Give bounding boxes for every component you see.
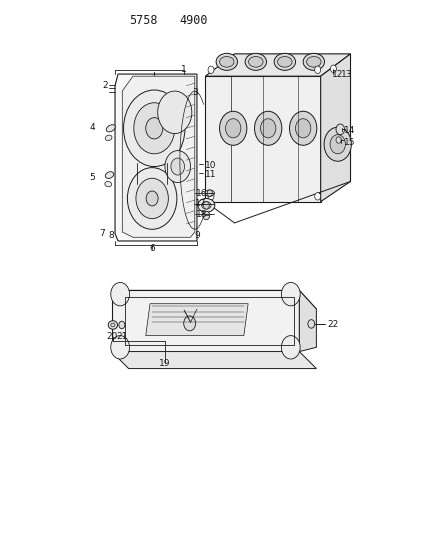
Text: 18: 18 <box>196 210 208 219</box>
Text: 8: 8 <box>109 231 114 240</box>
Polygon shape <box>205 54 351 76</box>
Circle shape <box>165 151 190 182</box>
Ellipse shape <box>106 125 115 132</box>
Circle shape <box>207 190 212 196</box>
Circle shape <box>281 282 300 306</box>
Text: 20: 20 <box>107 332 118 341</box>
Circle shape <box>208 192 214 200</box>
Text: 3: 3 <box>192 87 198 96</box>
Text: 21: 21 <box>116 332 128 341</box>
Circle shape <box>146 191 158 206</box>
Circle shape <box>336 124 345 135</box>
Ellipse shape <box>245 53 267 70</box>
Circle shape <box>134 103 175 154</box>
Text: 11: 11 <box>205 170 216 179</box>
Ellipse shape <box>220 56 234 67</box>
Circle shape <box>226 119 241 138</box>
Text: 6: 6 <box>149 245 155 254</box>
Text: 7: 7 <box>99 229 105 238</box>
Circle shape <box>171 158 184 175</box>
Circle shape <box>203 211 210 220</box>
Circle shape <box>315 192 321 200</box>
Text: 13: 13 <box>342 70 353 78</box>
Ellipse shape <box>306 56 321 67</box>
Circle shape <box>261 119 276 138</box>
Circle shape <box>330 135 345 154</box>
Text: 5758: 5758 <box>129 14 157 27</box>
Circle shape <box>336 137 341 143</box>
Text: 15: 15 <box>344 138 356 147</box>
Polygon shape <box>299 290 316 352</box>
Ellipse shape <box>108 321 118 329</box>
Circle shape <box>111 336 130 359</box>
Ellipse shape <box>198 198 215 212</box>
Circle shape <box>220 111 247 146</box>
Text: 9: 9 <box>194 231 200 240</box>
Text: 12: 12 <box>332 70 343 78</box>
Circle shape <box>315 66 321 74</box>
Ellipse shape <box>202 201 211 209</box>
Ellipse shape <box>278 56 292 67</box>
Polygon shape <box>205 76 321 201</box>
Ellipse shape <box>205 190 214 196</box>
Ellipse shape <box>105 135 112 141</box>
Text: 14: 14 <box>344 126 356 135</box>
Circle shape <box>124 90 185 166</box>
Circle shape <box>324 127 351 161</box>
Ellipse shape <box>274 53 295 70</box>
Circle shape <box>128 167 177 229</box>
Text: 4900: 4900 <box>180 14 208 27</box>
Circle shape <box>308 320 315 328</box>
Ellipse shape <box>216 53 238 70</box>
Text: 2: 2 <box>102 81 108 90</box>
Ellipse shape <box>105 181 112 187</box>
Circle shape <box>255 111 282 146</box>
Circle shape <box>111 282 130 306</box>
Ellipse shape <box>303 53 324 70</box>
Circle shape <box>289 111 317 146</box>
Text: 5: 5 <box>89 173 95 182</box>
Text: 4: 4 <box>89 123 95 132</box>
Polygon shape <box>112 290 299 352</box>
Polygon shape <box>321 54 351 201</box>
Circle shape <box>295 119 311 138</box>
Circle shape <box>184 316 196 331</box>
Text: 16: 16 <box>196 189 208 198</box>
Text: 1: 1 <box>181 66 187 74</box>
Circle shape <box>146 118 163 139</box>
Polygon shape <box>115 74 197 241</box>
Circle shape <box>119 321 125 329</box>
Text: 19: 19 <box>159 359 171 368</box>
Polygon shape <box>112 352 316 368</box>
Polygon shape <box>122 76 195 237</box>
Ellipse shape <box>105 172 114 179</box>
Circle shape <box>203 201 209 209</box>
Text: 22: 22 <box>327 320 338 329</box>
Circle shape <box>330 65 336 72</box>
Circle shape <box>208 66 214 74</box>
Circle shape <box>158 91 192 134</box>
Polygon shape <box>146 304 248 336</box>
Text: 10: 10 <box>205 161 216 170</box>
Text: 17: 17 <box>195 199 206 208</box>
Ellipse shape <box>249 56 263 67</box>
Circle shape <box>281 336 300 359</box>
Polygon shape <box>112 290 316 309</box>
Ellipse shape <box>111 323 115 327</box>
Circle shape <box>136 178 168 219</box>
